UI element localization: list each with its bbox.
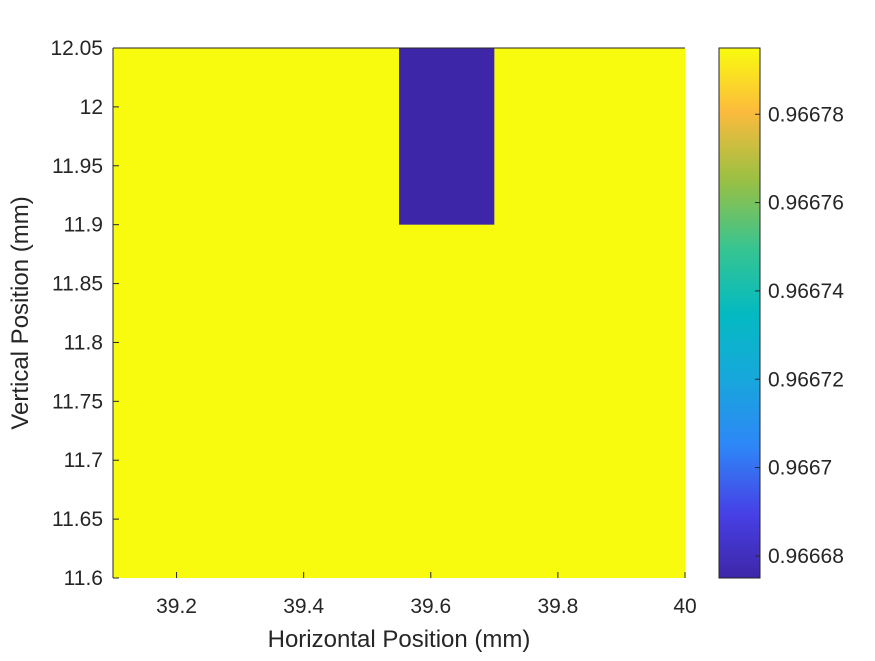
y-tick-label: 12.05 (50, 37, 103, 60)
x-axis: 39.2 39.4 39.6 39.8 40 (156, 572, 697, 618)
y-tick-label: 11.95 (52, 155, 103, 178)
y-tick-label: 11.65 (52, 508, 103, 531)
y-tick-label: 11.6 (64, 567, 103, 590)
colorbar-tick-label: 0.96674 (768, 280, 844, 303)
y-tick-label: 12 (80, 96, 103, 119)
x-tick-label: 39.6 (410, 595, 451, 618)
plot-area (112, 47, 685, 578)
y-tick-label: 11.7 (64, 449, 103, 472)
y-axis: 11.6 11.65 11.7 11.75 11.8 11.85 11.9 11.95 12 12… (50, 37, 119, 590)
colorbar: 0.96668 0.9667 0.96672 0.96674 0.96676 0.9667… (718, 47, 844, 579)
x-tick-label: 40 (673, 595, 696, 618)
colorbar-gradient (719, 48, 760, 578)
colorbar-tick-label: 0.96672 (768, 368, 844, 391)
y-tick-label: 11.75 (52, 390, 103, 413)
x-tick-label: 39.8 (537, 595, 578, 618)
colorbar-frame (718, 47, 761, 579)
heatmap-cell-0 (399, 48, 495, 225)
colorbar-tick-label: 0.96668 (768, 545, 844, 568)
colorbar-tick-label: 0.9667 (768, 457, 832, 480)
y-tick-label: 11.8 (64, 331, 103, 354)
x-axis-label: Horizontal Position (mm) (268, 626, 531, 653)
y-tick-label: 11.85 (52, 273, 103, 296)
x-tick-label: 39.4 (283, 595, 324, 618)
colorbar-tick-label: 0.96676 (768, 192, 844, 215)
y-tick-label: 11.9 (64, 214, 103, 237)
x-tick-label: 39.2 (156, 595, 197, 618)
colorbar-tick-label: 0.96678 (768, 103, 844, 126)
y-axis-label: Vertical Position (mm) (7, 196, 34, 429)
